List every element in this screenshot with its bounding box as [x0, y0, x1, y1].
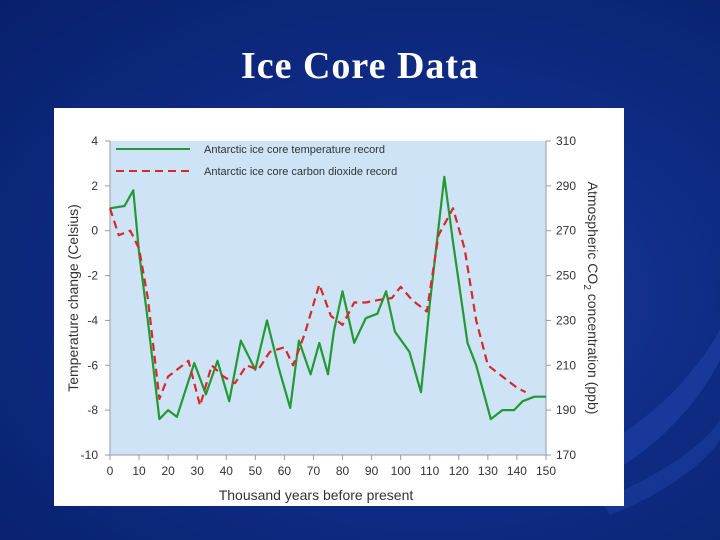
y2-axis-title-subscript: 2 — [581, 284, 592, 290]
x-tick-label: 30 — [191, 464, 205, 478]
x-tick-label: 50 — [249, 464, 263, 478]
legend-label-co2: Antarctic ice core carbon dioxide record — [204, 166, 397, 178]
ice-core-chart: 0 10 20 30 40 50 60 70 80 90 100 110 120 130 140 150 -10… — [54, 108, 624, 506]
y-axis-title: Temperature change (Celsius) — [65, 204, 81, 392]
x-tick-label: 10 — [132, 464, 146, 478]
chart-svg: 0 10 20 30 40 50 60 70 80 90 100 110 120 130 140 150-10… — [65, 134, 601, 503]
y-tick-label: -8 — [87, 403, 98, 417]
x-tick-label: 140 — [507, 464, 527, 478]
x-tick-label: 130 — [478, 464, 498, 478]
y2-tick-label: 270 — [556, 224, 576, 238]
y2-tick-label: 170 — [556, 448, 576, 462]
x-tick-label: 90 — [365, 464, 379, 478]
co2-series-line — [108, 207, 527, 407]
plot-area — [110, 141, 546, 455]
y-tick-label: -10 — [81, 448, 99, 462]
y-tick-label: -4 — [87, 313, 98, 327]
y-tick-label: -6 — [87, 358, 98, 372]
y2-tick-label: 210 — [556, 358, 576, 372]
y2-axis-title: Atmospheric CO2 concentration (ppb) — [581, 182, 601, 415]
x-tick-label: 60 — [278, 464, 292, 478]
temperature-series-line — [109, 175, 546, 421]
y-tick-label: 4 — [91, 134, 98, 148]
y2-tick-label: 310 — [556, 134, 576, 148]
legend: Antarctic ice core temperature record An… — [116, 144, 397, 178]
x-tick-label: 150 — [536, 464, 556, 478]
x-tick-label: 20 — [161, 464, 175, 478]
x-tick-label: 110 — [420, 464, 439, 478]
x-axis-title: Thousand years before present — [219, 487, 414, 503]
x-tick-label: 120 — [449, 464, 469, 478]
x-tick-label: 80 — [336, 464, 350, 478]
ticks-layer: 0 10 20 30 40 50 60 70 80 90 100 110 120 130 140 150-10… — [81, 134, 577, 478]
y2-tick-label: 190 — [556, 403, 576, 417]
x-tick-label: 70 — [307, 464, 321, 478]
y2-axis-title-main: Atmospheric CO — [585, 182, 601, 285]
x-tick-label: 0 — [107, 464, 114, 478]
slide-title: Ice Core Data — [240, 45, 480, 87]
y-tick-label: -2 — [87, 269, 98, 283]
x-tick-label: 100 — [391, 464, 411, 478]
y2-tick-label: 290 — [556, 179, 576, 193]
y2-axis-title-rest: concentration (ppb) — [585, 290, 601, 415]
y-tick-label: 0 — [91, 224, 98, 238]
y-tick-label: 2 — [91, 179, 98, 193]
legend-label-temperature: Antarctic ice core temperature record — [204, 144, 385, 156]
series-layer — [108, 175, 546, 421]
y2-tick-label: 250 — [556, 269, 576, 283]
x-tick-label: 40 — [220, 464, 234, 478]
y2-tick-label: 230 — [556, 313, 576, 327]
